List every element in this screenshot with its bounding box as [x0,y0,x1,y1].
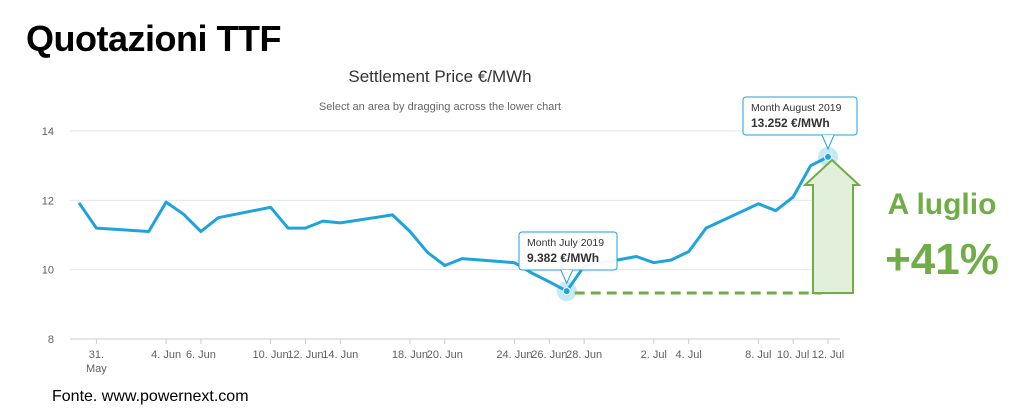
series-line [77,155,829,293]
y-tick-label: 8 [48,334,54,346]
x-tick-label: 12. Jun [287,349,323,361]
x-tick-label: 18. Jun [392,349,428,361]
x-tick-label-line2: May [86,363,107,375]
point-july[interactable] [562,287,571,296]
tooltip-pointer [821,134,835,151]
x-tick-label: 31. [89,349,104,361]
tooltip-august: Month August 2019 13.252 €/MWh [742,96,858,151]
x-tick-label: 10. Jul [777,349,809,361]
x-tick-label: 8. Jul [745,349,771,361]
y-tick-label: 12 [42,195,54,207]
chart-subtitle: Select an area by dragging across the lo… [319,101,561,113]
tooltip-august-box [742,96,858,136]
point-august[interactable] [824,152,832,161]
tooltip-july-value: 9.382 €/MWh [527,251,599,265]
x-tick-label: 4. Jun [151,349,181,361]
tooltip-july-label: Month July 2019 [527,237,604,249]
x-tick-label: 2. Jul [641,349,667,361]
x-tick-label: 28. Jun [566,349,602,361]
x-tick-label: 12. Jul [812,349,844,361]
source-note: Fonte. www.powernext.com [52,388,249,405]
x-tick-label: 4. Jul [676,349,702,361]
gridlines [70,130,840,340]
series-layer [77,155,829,293]
tooltip-august-value: 13.252 €/MWh [751,116,830,130]
tooltip-pointer [560,269,574,285]
tooltip-august-label: Month August 2019 [751,102,842,114]
callout-change: +41% [885,235,999,284]
x-tick-label: 6. Jun [186,349,216,361]
page-heading: Quotazioni TTF [26,18,281,59]
x-tick-label: 10. Jun [253,349,289,361]
increase-arrow [802,158,862,294]
tooltip-july: Month July 2019 9.382 €/MWh [518,231,618,285]
x-tick-label: 14. Jun [322,349,358,361]
chart-title: Settlement Price €/MWh [348,67,531,86]
x-tick-label: 26. Jun [531,349,567,361]
y-tick-label: 10 [42,265,54,277]
x-tick-label: 20. Jun [427,349,463,361]
y-tick-label: 14 [42,126,54,138]
callout-period: A luglio [888,188,997,221]
x-tick-label: 24. Jun [496,349,532,361]
annotation-layer [556,146,862,302]
